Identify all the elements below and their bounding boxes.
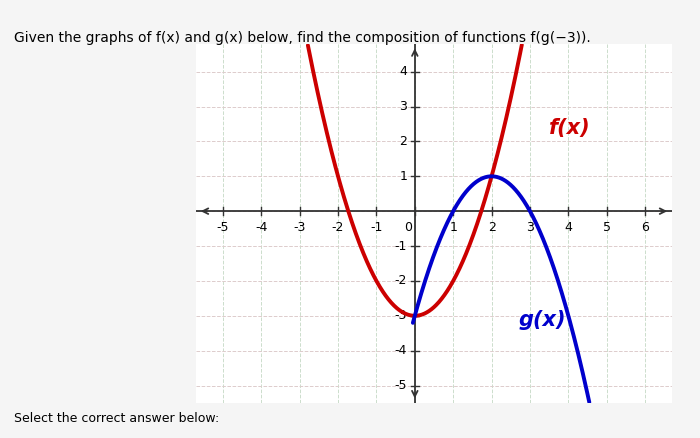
Text: 3: 3: [399, 100, 407, 113]
Text: -2: -2: [332, 221, 344, 234]
Text: -1: -1: [370, 221, 383, 234]
Text: 2: 2: [399, 135, 407, 148]
Text: -2: -2: [395, 275, 407, 287]
Text: -3: -3: [293, 221, 306, 234]
Text: 0: 0: [404, 221, 412, 234]
Text: 4: 4: [564, 221, 573, 234]
Text: 6: 6: [641, 221, 649, 234]
Text: 1: 1: [399, 170, 407, 183]
Text: 1: 1: [449, 221, 457, 234]
Text: 4: 4: [399, 65, 407, 78]
Text: -5: -5: [216, 221, 229, 234]
Text: -3: -3: [395, 309, 407, 322]
Text: g(x): g(x): [519, 310, 566, 330]
Text: f(x): f(x): [550, 118, 591, 138]
Text: Select the correct answer below:: Select the correct answer below:: [14, 412, 219, 425]
Text: Given the graphs of f(x) and g(x) below, find the composition of functions f(g(−: Given the graphs of f(x) and g(x) below,…: [14, 31, 591, 45]
Text: 3: 3: [526, 221, 534, 234]
Text: 2: 2: [488, 221, 496, 234]
Text: -4: -4: [255, 221, 267, 234]
Text: 5: 5: [603, 221, 610, 234]
Text: -4: -4: [395, 344, 407, 357]
Text: -5: -5: [395, 379, 407, 392]
Text: -1: -1: [395, 240, 407, 253]
